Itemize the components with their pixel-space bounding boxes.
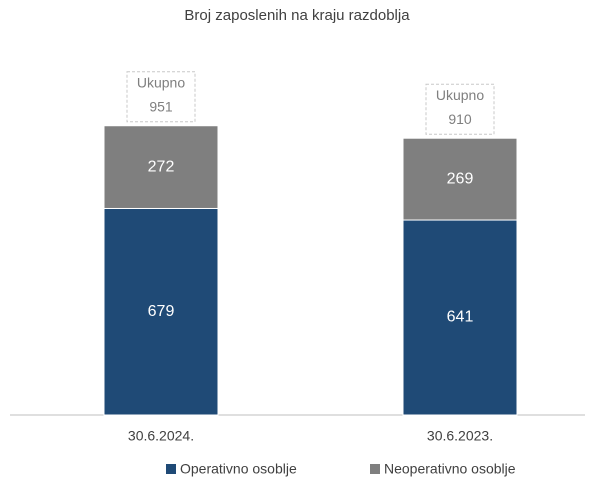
legend-swatch: [370, 464, 380, 474]
legend-label: Operativno osoblje: [180, 461, 297, 477]
x-tick-label: 30.6.2024.: [128, 428, 194, 444]
legend-label: Neoperativno osoblje: [384, 461, 516, 477]
data-label: 641: [447, 309, 474, 326]
bar-segment: [402, 137, 518, 221]
total-value: 910: [448, 111, 472, 127]
bar-segment: [103, 125, 219, 209]
bar-segment: [402, 219, 518, 416]
bar-segment: [103, 207, 219, 416]
total-label: Ukupno: [436, 87, 484, 103]
total-value: 951: [149, 98, 173, 114]
data-label: 269: [447, 170, 474, 187]
total-label: Ukupno: [137, 74, 185, 90]
chart-title: Broj zaposlenih na kraju razdoblja: [184, 7, 410, 24]
total-box: [126, 71, 196, 123]
data-label: 272: [148, 158, 175, 175]
x-tick-label: 30.6.2023.: [427, 428, 493, 444]
data-label: 679: [148, 303, 175, 320]
total-box: [425, 83, 495, 135]
legend-swatch: [166, 464, 176, 474]
